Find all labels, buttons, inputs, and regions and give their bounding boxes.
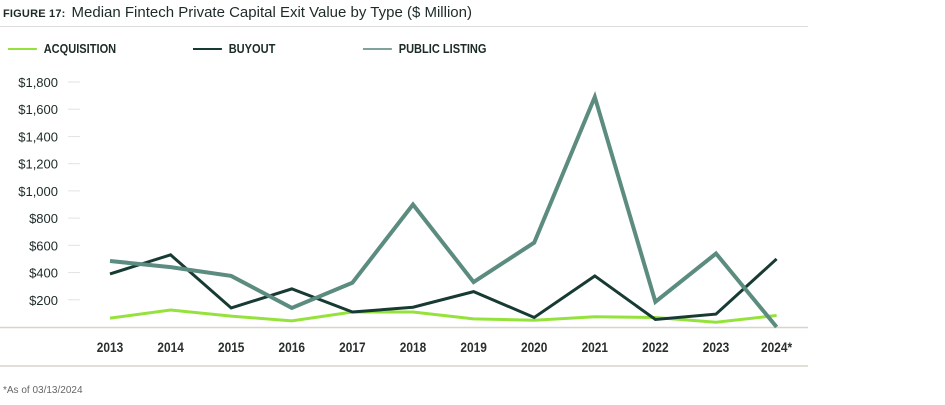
series-line-public-listing <box>109 90 779 329</box>
legend-swatch <box>8 47 37 50</box>
chart-title: FIGURE 17: Median Fintech Private Capital… <box>3 4 472 21</box>
title-divider <box>0 26 808 27</box>
y-tick-label: $1,400 <box>18 129 58 144</box>
x-tick-label: 2021 <box>582 339 608 355</box>
x-tick-label: 2020 <box>521 339 547 355</box>
legend-item-public-listing: PUBLIC LISTING <box>363 41 486 56</box>
footnote: *As of 03/13/2024 <box>3 385 83 396</box>
x-tick-label: 2019 <box>460 339 486 355</box>
y-tick-label: $1,600 <box>18 102 58 117</box>
y-tick-label: $1,200 <box>18 157 58 172</box>
y-tick-label: $400 <box>29 266 58 281</box>
x-tick-label: 2014 <box>157 339 184 355</box>
legend-item-buyout: BUYOUT <box>193 41 275 56</box>
x-tick-label: 2018 <box>400 339 426 355</box>
legend-label: PUBLIC LISTING <box>398 41 487 56</box>
figure-label: FIGURE 17: <box>3 8 66 20</box>
y-tick-label: $1,000 <box>18 184 58 199</box>
x-tick-label: 2016 <box>279 339 305 355</box>
x-tick-label: 2022 <box>642 339 668 355</box>
y-tick-label: $200 <box>29 293 58 308</box>
legend-swatch <box>363 47 392 50</box>
y-tick-label: $600 <box>29 238 58 253</box>
legend-label: BUYOUT <box>228 41 276 56</box>
x-tick-label: 2024* <box>761 339 793 355</box>
title-text: Median Fintech Private Capital Exit Valu… <box>71 4 472 21</box>
legend-swatch <box>193 47 222 50</box>
x-tick-label: 2013 <box>97 339 123 355</box>
x-tick-label: 2015 <box>218 339 244 355</box>
series-line-buyout <box>109 253 778 322</box>
y-tick-label: $1,800 <box>18 75 58 90</box>
y-tick-label: $800 <box>29 211 58 226</box>
legend-label: ACQUISITION <box>43 41 117 56</box>
legend-item-acquisition: ACQUISITION <box>8 41 116 56</box>
x-tick-label: 2023 <box>703 339 729 355</box>
x-tick-label: 2017 <box>339 339 365 355</box>
